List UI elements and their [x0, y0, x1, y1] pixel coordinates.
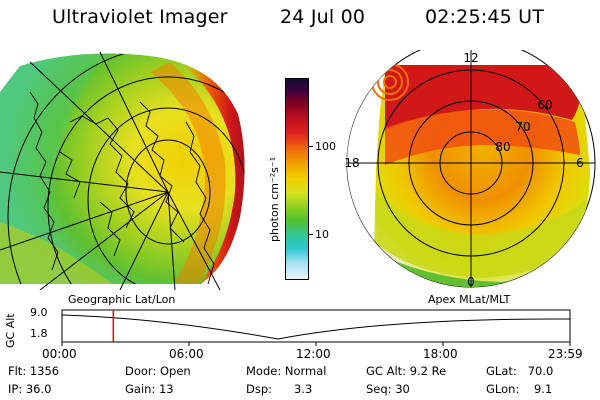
instrument-title: Ultraviolet Imager: [52, 6, 228, 28]
mlat-label-80: 80: [495, 140, 510, 154]
time-tick-0000: 00:00: [42, 347, 77, 361]
status-gain: Gain: 13: [125, 382, 174, 396]
time-tick-2359: 23:59: [548, 347, 583, 361]
status-glat-value: 70.0: [527, 364, 554, 378]
right-map-caption: Apex MLat/MLT: [428, 293, 511, 306]
status-ip-label: IP:: [8, 382, 23, 396]
status-gain-label: Gain:: [125, 382, 156, 396]
status-flt: Flt: 1356: [8, 364, 59, 378]
mlt-label-12: 12: [463, 51, 478, 65]
colorbar-tick-10: [308, 234, 313, 235]
status-gain-value: 13: [158, 382, 174, 396]
image-date: 24 Jul 00: [280, 6, 366, 28]
status-gc-alt-label: GC Alt:: [366, 364, 407, 378]
colorbar-label-10: 10: [315, 228, 329, 241]
intensity-colorbar: [285, 78, 309, 280]
status-door: Door: Open: [125, 364, 191, 378]
magnetic-polar-map: 12 18 6 0 60 70 80: [344, 50, 596, 289]
time-tick-1800: 18:00: [423, 347, 458, 361]
status-glon: GLon: 9.1: [486, 382, 552, 396]
status-glon-label: GLon:: [486, 382, 520, 396]
status-gc-alt-value: 9.2 Re: [409, 364, 447, 378]
image-time: 02:25:45 UT: [425, 6, 545, 28]
status-flt-value: 1356: [29, 364, 60, 378]
mlt-label-18: 18: [344, 156, 359, 170]
geographic-aurora-map: [0, 52, 245, 290]
status-gc-alt: GC Alt: 9.2 Re: [366, 364, 446, 378]
status-door-label: Door:: [125, 364, 157, 378]
status-ip-value: 36.0: [25, 382, 52, 396]
altitude-ytick-high: 9.0: [30, 306, 48, 319]
status-seq-label: Seq:: [366, 382, 392, 396]
altitude-axis-label: GC Alt: [4, 313, 17, 348]
mlt-label-6: 6: [576, 156, 584, 170]
left-map-caption: Geographic Lat/Lon: [68, 293, 176, 306]
status-dsp-value: 3.3: [293, 382, 313, 396]
time-tick-1200: 12:00: [296, 347, 331, 361]
status-dsp: Dsp: 3.3: [246, 382, 312, 396]
status-glat: GLat: 70.0: [486, 364, 553, 378]
colorbar-unit-label: photon cm⁻²s⁻¹: [268, 156, 281, 242]
status-flt-label: Flt:: [8, 364, 27, 378]
status-seq: Seq: 30: [366, 382, 410, 396]
mlat-label-70: 70: [515, 120, 530, 134]
altitude-ytick-low: 1.8: [30, 327, 48, 340]
mlat-label-60: 60: [537, 98, 552, 112]
colorbar-tick-100: [308, 146, 313, 147]
status-glat-label: GLat:: [486, 364, 517, 378]
status-ip: IP: 36.0: [8, 382, 51, 396]
altitude-timeline-plot: [61, 309, 571, 346]
status-mode-value: Normal: [284, 364, 327, 378]
colorbar-label-100: 100: [315, 140, 336, 153]
status-seq-value: 30: [395, 382, 410, 396]
status-dsp-label: Dsp:: [246, 382, 273, 396]
status-door-value: Open: [159, 364, 191, 378]
status-mode-label: Mode:: [246, 364, 282, 378]
time-tick-0600: 06:00: [169, 347, 204, 361]
mlt-label-0: 0: [467, 275, 475, 289]
status-mode: Mode: Normal: [246, 364, 326, 378]
status-glon-value: 9.1: [533, 382, 553, 396]
